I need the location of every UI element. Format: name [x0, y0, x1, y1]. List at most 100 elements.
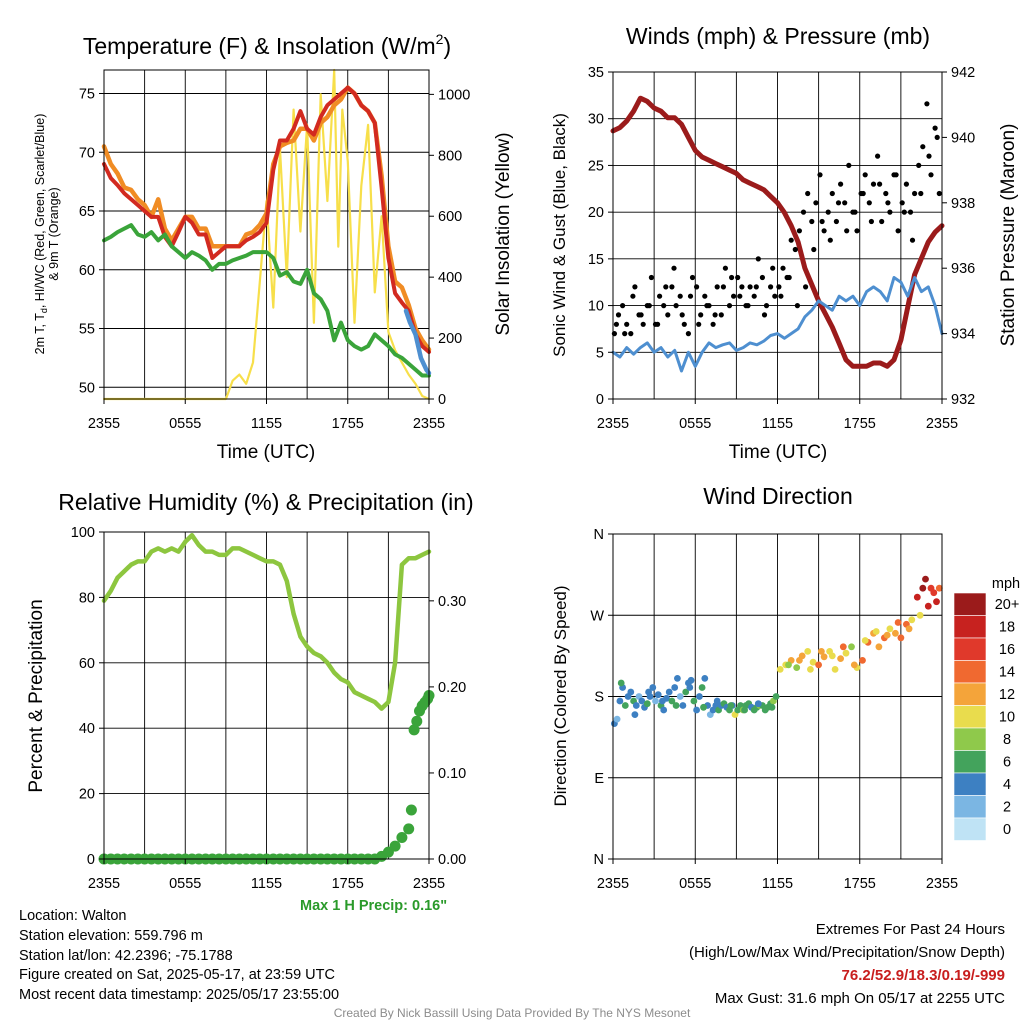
precipitation-point: [396, 832, 408, 843]
dewpoint-line: [102, 223, 431, 378]
winds-xlabel: Time (UTC): [729, 442, 828, 463]
wind-gust-point: [702, 293, 708, 299]
wind-direction-point: [848, 643, 855, 651]
wind-gust-point: [877, 181, 883, 187]
colorbar-label: 12: [999, 687, 1015, 703]
y-tick-label-right: 934: [951, 327, 975, 343]
x-tick-label: 1155: [251, 416, 282, 432]
wind-direction-point: [679, 702, 687, 709]
colorbar-swatch: [953, 817, 987, 841]
colorbar-swatch: [953, 750, 987, 774]
wind-gust-point: [755, 256, 761, 262]
y-tick-label-right: 800: [438, 148, 462, 164]
wind-direction-point: [682, 688, 690, 696]
y-tick-label: 60: [79, 656, 95, 672]
extremes-subtitle: (High/Low/Max Wind/Precipitation/Snow De…: [689, 944, 1005, 961]
wind-direction-point: [831, 666, 839, 673]
y-tick-label: 40: [79, 721, 95, 737]
wind-gust-point: [926, 153, 932, 159]
humidity-x-ticks: 2355 0555 1155 1755 2355: [88, 859, 445, 892]
y-tick-label: 20: [588, 205, 604, 221]
wind-direction-point: [815, 661, 822, 669]
winds-ylabel-left: Sonic Wind & Gust (Blue, Black): [550, 113, 569, 357]
y-tick-label: 50: [79, 380, 95, 396]
wind-direction-point: [875, 643, 883, 651]
wind-direction-point: [908, 616, 916, 624]
wind-direction-point: [665, 688, 673, 696]
wind-gust-point: [776, 284, 782, 290]
wind-gust-point: [722, 265, 729, 271]
y-tick-label: 20: [79, 787, 95, 803]
y-tick-label-right: 932: [951, 392, 975, 408]
y-tick-label: 25: [588, 158, 604, 174]
wind-direction-point: [839, 643, 847, 651]
wind-gust-point: [811, 246, 817, 253]
colorbar-label: 14: [999, 665, 1015, 681]
wind-direction-point: [796, 657, 803, 664]
wind-gust-point: [932, 125, 938, 131]
wind-gust-point: [813, 200, 819, 206]
wind-direction-point: [807, 666, 814, 673]
wind-direction-point: [804, 648, 812, 655]
wind-gust-point: [720, 284, 727, 290]
wind-gust-point: [887, 209, 893, 215]
x-tick-label: 2355: [926, 876, 958, 892]
y-tick-label: 75: [79, 87, 95, 103]
temperature-left-ticks: 50 55 60 65 70 75: [79, 87, 104, 396]
x-tick-label: 1155: [762, 416, 793, 432]
humidity-grid: [104, 532, 429, 859]
colorbar-label: 18: [999, 620, 1015, 636]
wind-gust-point: [794, 303, 801, 309]
colorbar-swatch: [953, 772, 987, 796]
wind-gust-point: [646, 303, 652, 309]
wind-direction-point: [892, 629, 899, 637]
humidity-right-ticks: 0.00 0.10 0.20 0.30: [429, 594, 466, 868]
wind-direction-point: [935, 584, 943, 592]
wind-gust-point: [916, 162, 922, 168]
y-tick-label-right: 0.20: [438, 680, 466, 696]
y-tick-label: 30: [588, 112, 604, 128]
winds-x-ticks: 2355 0555 1155 1755 2355: [597, 399, 958, 432]
wind-gust-point: [665, 312, 671, 318]
wind-direction-point: [859, 657, 866, 664]
wind-direction-point: [883, 631, 891, 639]
x-tick-label: 2355: [597, 876, 629, 892]
colorbar-swatch: [953, 682, 987, 706]
precipitation-point: [408, 724, 420, 736]
wind-gust-point: [934, 134, 940, 140]
temperature-panel: Temperature (F) & Insolation (W/m2) 50 55…: [33, 31, 514, 463]
wind-gust-point: [918, 190, 924, 197]
winds-ylabel-right: Station Pressure (Maroon): [998, 124, 1019, 347]
sonic-wind-line: [611, 276, 944, 373]
wind-direction-point: [617, 679, 625, 687]
wind-gust-point: [893, 172, 899, 178]
x-tick-label: 2355: [88, 416, 120, 432]
wind-gust-point: [786, 274, 792, 281]
y-tick-label: E: [594, 771, 604, 787]
y-tick-label-right: 200: [438, 331, 462, 347]
wind-gust-point: [827, 237, 833, 243]
temperature-x-ticks: 2355 0555 1155 1755 2355: [88, 399, 445, 432]
wind-direction-point: [686, 684, 694, 691]
wind-gust-point: [624, 321, 630, 327]
wind-direction-point: [700, 703, 707, 711]
y-tick-label: 5: [596, 345, 604, 361]
x-tick-label: 2355: [413, 876, 445, 892]
y-tick-label: 55: [79, 322, 95, 338]
humidity-panel: Relative Humidity (%) & Precipitation (i…: [26, 489, 474, 892]
wind-gust-point: [689, 274, 696, 281]
wind-direction-point: [643, 700, 651, 708]
humidity-title: Relative Humidity (%) & Precipitation (i…: [58, 489, 473, 515]
y-tick-label: 0: [87, 852, 95, 868]
wind-direction-point: [660, 706, 668, 714]
wind-gust-point: [710, 321, 716, 327]
winds-left-ticks: 0 5 10 15 20 25 30 35: [588, 65, 613, 408]
colorbar-swatch: [953, 615, 987, 639]
wind-direction-x-ticks: 2355 0555 1155 1755 2355: [597, 859, 958, 892]
x-tick-label: 1755: [844, 416, 876, 432]
wind-direction-point: [793, 664, 801, 671]
wind-gust-point: [821, 228, 827, 234]
wind-direction-y-ticks: N E S W N: [590, 527, 613, 868]
wind-direction-point: [652, 697, 659, 705]
